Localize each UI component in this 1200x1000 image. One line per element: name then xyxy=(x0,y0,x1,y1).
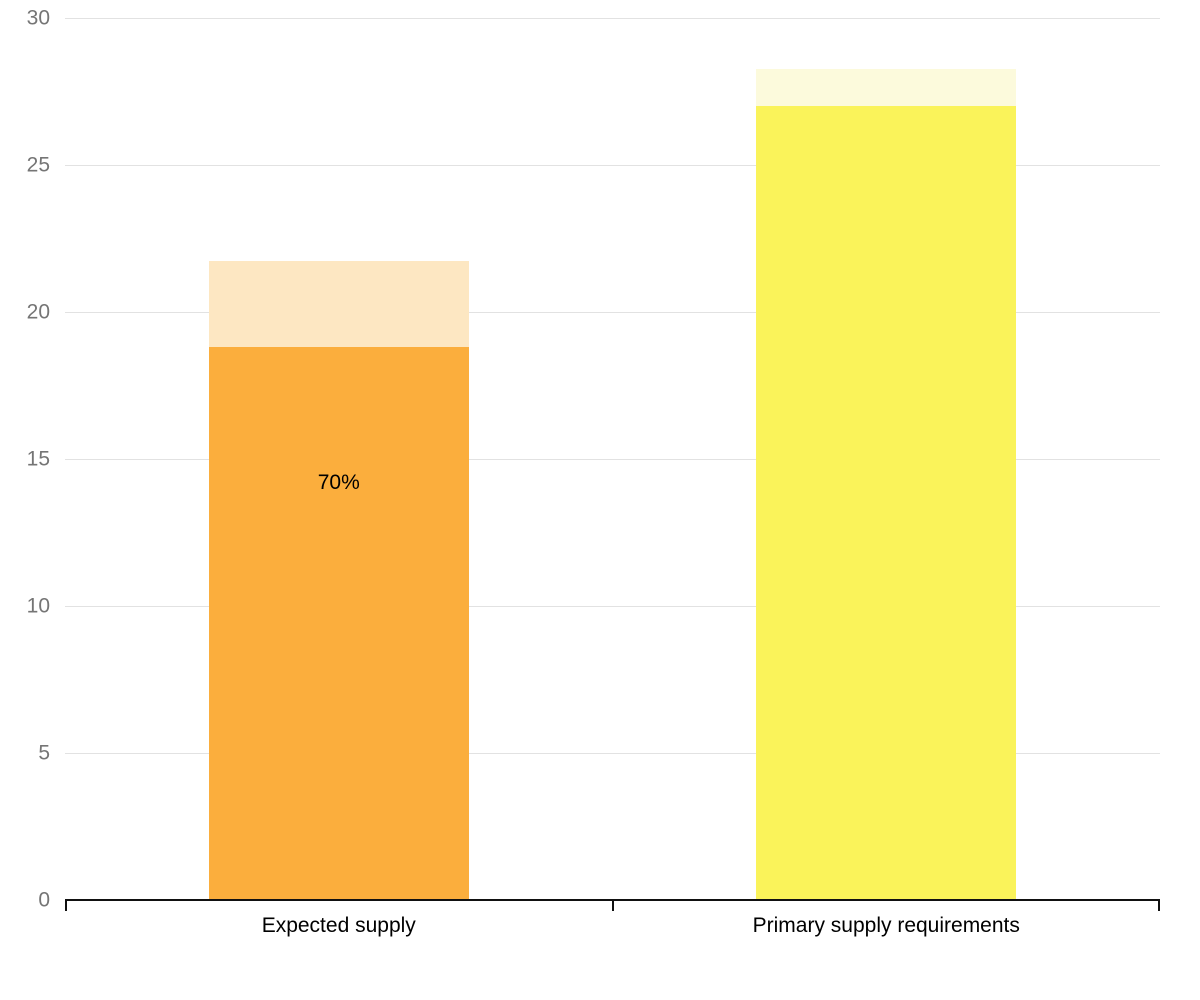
gridline xyxy=(65,312,1160,314)
bar-segment-main xyxy=(208,347,469,900)
y-tick-label: 20 xyxy=(26,300,50,324)
gridline xyxy=(65,459,1160,460)
y-tick-label: 30 xyxy=(26,6,50,30)
bar: 70% xyxy=(208,18,469,900)
category-label: Primary supply requirements xyxy=(752,914,1020,937)
x-axis-tick xyxy=(1158,900,1160,911)
x-axis-tick xyxy=(611,900,614,911)
bar-segment-additional xyxy=(756,69,1017,107)
gridline xyxy=(65,18,1160,19)
y-tick-label: 5 xyxy=(38,741,50,765)
bar-segment-main xyxy=(756,106,1017,900)
bar xyxy=(756,18,1017,900)
y-axis-labels: 0 5 10 15 20 25 30 xyxy=(0,8,50,911)
bar-segment-additional xyxy=(208,260,469,348)
y-tick-label: 0 xyxy=(38,888,50,912)
x-axis-ticks xyxy=(65,900,1160,912)
plot-area: 70% xyxy=(65,18,1160,900)
x-axis-labels: Expected supply Primary supply requiremen… xyxy=(65,914,1160,944)
y-tick-label: 25 xyxy=(26,153,50,177)
bar-value-label: 70% xyxy=(317,470,360,494)
x-axis-tick xyxy=(65,900,67,911)
category-label: Expected supply xyxy=(261,914,416,937)
gridline xyxy=(65,606,1160,608)
y-tick-label: 15 xyxy=(26,447,50,471)
y-tick-label: 10 xyxy=(26,594,50,618)
gridline xyxy=(65,165,1160,166)
gridline xyxy=(65,753,1160,755)
